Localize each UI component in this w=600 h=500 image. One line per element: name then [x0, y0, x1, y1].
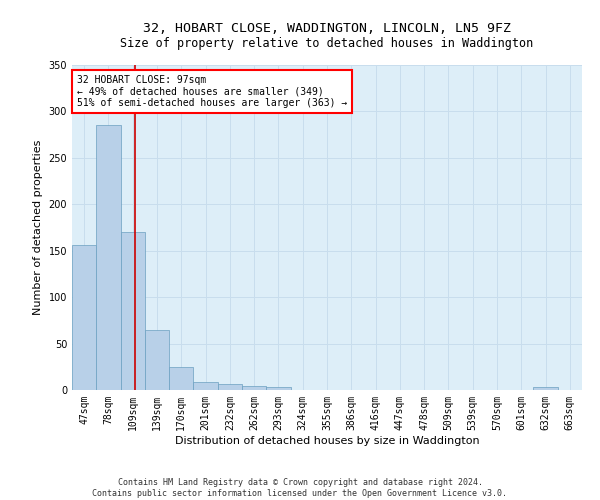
- Y-axis label: Number of detached properties: Number of detached properties: [33, 140, 43, 315]
- Text: 32, HOBART CLOSE, WADDINGTON, LINCOLN, LN5 9FZ: 32, HOBART CLOSE, WADDINGTON, LINCOLN, L…: [143, 22, 511, 36]
- Bar: [121, 232, 145, 390]
- Bar: [96, 126, 121, 390]
- Text: 32 HOBART CLOSE: 97sqm
← 49% of detached houses are smaller (349)
51% of semi-de: 32 HOBART CLOSE: 97sqm ← 49% of detached…: [77, 74, 347, 108]
- Bar: [145, 330, 169, 390]
- Bar: [72, 245, 96, 390]
- Bar: [193, 382, 218, 390]
- X-axis label: Distribution of detached houses by size in Waddington: Distribution of detached houses by size …: [175, 436, 479, 446]
- Bar: [266, 387, 290, 390]
- Bar: [169, 367, 193, 390]
- Bar: [218, 384, 242, 390]
- Bar: [242, 386, 266, 390]
- Text: Contains HM Land Registry data © Crown copyright and database right 2024.
Contai: Contains HM Land Registry data © Crown c…: [92, 478, 508, 498]
- Text: Size of property relative to detached houses in Waddington: Size of property relative to detached ho…: [121, 38, 533, 51]
- Bar: [533, 387, 558, 390]
